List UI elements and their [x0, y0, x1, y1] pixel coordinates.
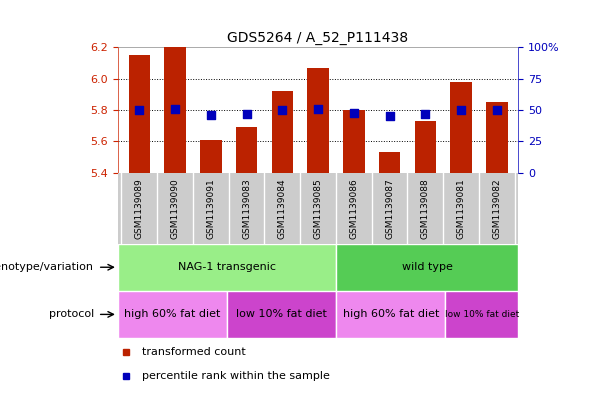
- Text: wild type: wild type: [402, 262, 453, 272]
- Bar: [236, 127, 257, 173]
- Point: [242, 111, 252, 117]
- Text: genotype/variation: genotype/variation: [0, 262, 94, 272]
- Point: [456, 107, 466, 113]
- Point: [313, 106, 323, 112]
- Point: [134, 107, 144, 113]
- Text: percentile rank within the sample: percentile rank within the sample: [142, 371, 330, 382]
- Bar: [118, 291, 227, 338]
- Bar: [336, 291, 445, 338]
- Title: GDS5264 / A_52_P111438: GDS5264 / A_52_P111438: [227, 31, 409, 45]
- Text: GSM1139087: GSM1139087: [385, 178, 394, 239]
- Text: low 10% fat diet: low 10% fat diet: [236, 309, 327, 320]
- Point: [492, 107, 502, 113]
- Bar: [118, 244, 336, 291]
- Point: [206, 112, 216, 118]
- Text: low 10% fat diet: low 10% fat diet: [445, 310, 519, 319]
- Bar: [343, 110, 365, 173]
- Text: GSM1139088: GSM1139088: [421, 178, 430, 239]
- Text: GSM1139091: GSM1139091: [206, 178, 215, 239]
- Text: GSM1139084: GSM1139084: [278, 178, 287, 239]
- Bar: [379, 152, 401, 173]
- Text: NAG-1 transgenic: NAG-1 transgenic: [178, 262, 276, 272]
- Text: GSM1139086: GSM1139086: [349, 178, 358, 239]
- Text: GSM1139081: GSM1139081: [456, 178, 465, 239]
- Text: GSM1139082: GSM1139082: [492, 178, 501, 239]
- Text: transformed count: transformed count: [142, 347, 246, 357]
- Bar: [128, 55, 150, 173]
- Bar: [164, 47, 186, 173]
- Point: [277, 107, 287, 113]
- Bar: [200, 140, 221, 173]
- Point: [385, 113, 394, 119]
- Bar: [307, 68, 329, 173]
- Text: GSM1139085: GSM1139085: [313, 178, 323, 239]
- Bar: [445, 291, 518, 338]
- Text: high 60% fat diet: high 60% fat diet: [343, 309, 439, 320]
- Bar: [227, 291, 336, 338]
- Bar: [486, 102, 508, 173]
- Text: GSM1139089: GSM1139089: [135, 178, 144, 239]
- Text: protocol: protocol: [48, 309, 94, 320]
- Bar: [415, 121, 436, 173]
- Point: [170, 106, 180, 112]
- Text: GSM1139090: GSM1139090: [171, 178, 180, 239]
- Point: [421, 111, 430, 117]
- Bar: [272, 91, 293, 173]
- Bar: [336, 244, 518, 291]
- Text: high 60% fat diet: high 60% fat diet: [124, 309, 221, 320]
- Point: [349, 109, 359, 116]
- Bar: [451, 82, 472, 173]
- Text: GSM1139083: GSM1139083: [242, 178, 251, 239]
